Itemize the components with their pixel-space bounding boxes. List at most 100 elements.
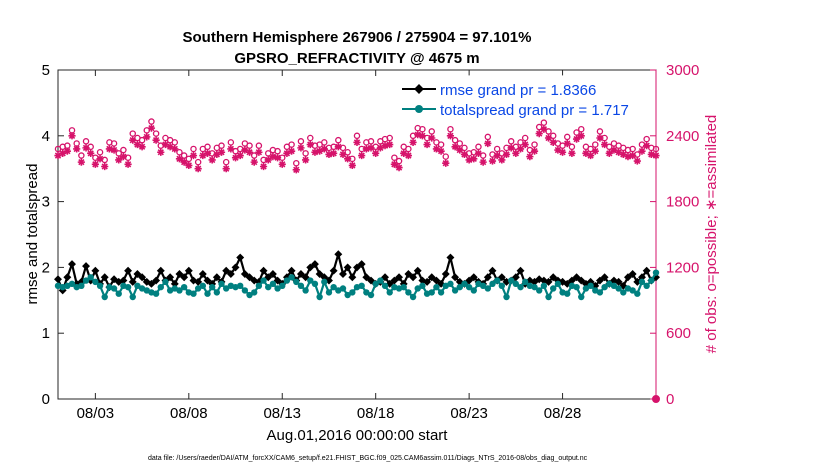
- possible-obs-point: [307, 134, 314, 142]
- possible-obs-point: [227, 139, 235, 146]
- y-right-axis-label: # of obs: o=possible; ∗=assimilated: [703, 115, 720, 354]
- rmse-point: [614, 277, 623, 286]
- assimilated-obs-point: [451, 143, 459, 151]
- totalspread-point: [325, 289, 333, 296]
- assimilated-obs-point: [596, 134, 604, 142]
- assimilated-obs-point: [316, 147, 324, 155]
- possible-obs-point: [96, 148, 104, 156]
- possible-obs-point: [592, 141, 599, 148]
- y-tick-label: 3: [42, 194, 50, 211]
- totalspread-point: [456, 283, 463, 291]
- totalspread-point: [470, 287, 477, 294]
- assimilated-obs-point: [577, 132, 585, 140]
- assimilated-obs-point: [367, 144, 375, 152]
- assimilated-obs-point: [287, 147, 296, 155]
- assimilated-obs-point: [231, 154, 240, 162]
- totalspread-point: [409, 293, 417, 301]
- y-tick-label: 1: [42, 325, 50, 342]
- totalspread-point: [180, 283, 188, 291]
- totalspread-point: [194, 285, 202, 292]
- assimilated-obs-point: [157, 148, 165, 156]
- totalspread-point: [601, 283, 608, 291]
- possible-obs-point: [391, 154, 398, 161]
- assimilated-obs-point: [213, 150, 221, 159]
- rmse-point: [469, 273, 478, 282]
- totalspread-point: [582, 285, 590, 292]
- assimilated-obs-point: [302, 156, 310, 164]
- totalspread-point: [87, 274, 94, 281]
- possible-obs-point: [367, 138, 375, 145]
- rmse-point: [628, 270, 637, 278]
- possible-obs-point: [395, 157, 403, 165]
- rmse-point: [184, 266, 193, 275]
- assimilated-obs-point: [175, 155, 184, 163]
- possible-obs-point: [573, 129, 580, 136]
- y-tick-label: 5: [42, 62, 50, 79]
- totalspread-point: [237, 282, 244, 290]
- rmse-point: [166, 273, 175, 282]
- totalspread-point: [367, 291, 375, 299]
- possible-obs-point: [437, 141, 445, 148]
- assimilated-obs-point: [428, 134, 436, 142]
- possible-obs-point: [297, 138, 305, 145]
- totalspread-point: [96, 282, 104, 290]
- totalspread-point: [330, 283, 337, 291]
- y-right-axis-ticks: 0 600 1200 1800 2400 3000: [650, 62, 699, 408]
- totalspread-point: [283, 277, 291, 284]
- assimilated-obs-point: [166, 143, 174, 151]
- totalspread-point: [110, 285, 118, 292]
- assimilated-obs-point: [320, 145, 328, 153]
- assimilated-obs-point: [554, 146, 562, 154]
- totalspread-point: [629, 287, 636, 294]
- assimilated-obs-point: [264, 156, 272, 164]
- possible-obs-point: [82, 138, 90, 145]
- totalspread-point: [363, 289, 370, 296]
- possible-obs-point: [264, 150, 272, 157]
- totalspread-point: [400, 283, 407, 291]
- totalspread-point: [293, 278, 300, 286]
- rmse-point: [362, 273, 371, 282]
- assimilated-obs-point: [259, 162, 268, 171]
- totalspread-point: [311, 280, 319, 288]
- totalspread-point: [339, 285, 347, 292]
- rmse-point: [427, 273, 436, 282]
- y-tick-label: 2: [42, 259, 50, 276]
- assimilated-obs-point: [549, 138, 557, 146]
- assimilated-obs-point: [446, 132, 455, 140]
- rmse-point: [236, 253, 245, 262]
- rmse-point: [306, 263, 315, 272]
- totalspread-point: [517, 283, 524, 291]
- possible-obs-point: [152, 130, 160, 137]
- assimilated-obs-point: [423, 140, 431, 149]
- assimilated-obs-point: [395, 164, 403, 172]
- totalspread-point: [433, 283, 440, 291]
- totalspread-point: [648, 277, 655, 284]
- assimilated-obs-point: [348, 161, 356, 170]
- rmse-point: [128, 277, 137, 286]
- assimilated-obs-point: [255, 148, 263, 156]
- totalspread-point: [573, 283, 580, 291]
- possible-obs-point: [148, 118, 155, 125]
- assimilated-obs-point: [297, 144, 305, 152]
- assimilated-obs-point: [544, 134, 553, 142]
- rmse-point: [198, 270, 207, 278]
- totalspread-point: [498, 282, 506, 290]
- rmse-point: [413, 266, 422, 275]
- rmse-point: [231, 263, 240, 272]
- rmse-point: [488, 266, 497, 275]
- x-tick-label: 08/08: [170, 405, 208, 422]
- possible-obs-point: [204, 143, 211, 151]
- assimilated-obs-point: [605, 149, 613, 157]
- rmse-point: [343, 263, 352, 272]
- rmse-point: [194, 277, 203, 286]
- assimilated-obs-point: [273, 154, 282, 162]
- possible-obs-point: [540, 119, 548, 126]
- possible-obs-point: [386, 134, 393, 142]
- y-right-tick-label: 3000: [666, 62, 699, 79]
- rmse-point: [152, 276, 161, 285]
- possible-obs-point: [288, 141, 295, 148]
- totalspread-point: [531, 283, 538, 291]
- x-tick-label: 08/28: [544, 405, 582, 422]
- assimilated-obs-point: [601, 140, 609, 149]
